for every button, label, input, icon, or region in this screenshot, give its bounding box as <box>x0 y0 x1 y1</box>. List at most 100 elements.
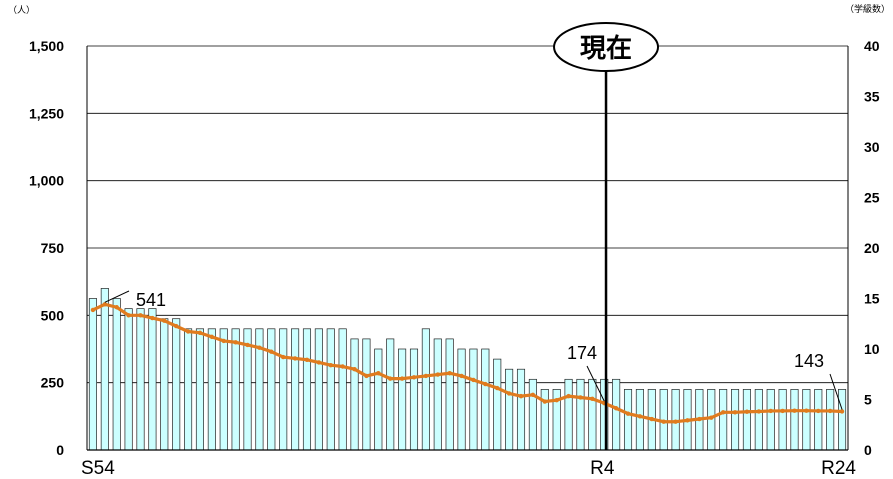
line-point <box>590 396 595 402</box>
bar <box>516 368 526 451</box>
bar <box>493 358 502 451</box>
line-point <box>173 323 179 329</box>
line-point <box>685 418 690 423</box>
bar <box>409 348 419 451</box>
annotation-label: 541 <box>136 290 166 310</box>
right-tick-label: 20 <box>864 240 880 256</box>
bar <box>148 308 157 451</box>
line-point <box>221 338 226 344</box>
bar <box>826 389 835 451</box>
bar <box>564 378 573 451</box>
line-point <box>90 307 96 313</box>
gridlines <box>87 45 848 384</box>
bar <box>814 389 823 451</box>
line-point <box>447 371 452 376</box>
line-point <box>744 409 750 414</box>
bar <box>172 318 181 451</box>
bar <box>291 328 300 451</box>
bar <box>88 298 97 451</box>
bar <box>338 328 347 451</box>
annotation-leader <box>829 373 843 410</box>
line-point <box>554 397 559 403</box>
line-point <box>530 392 536 397</box>
line-point <box>126 313 131 318</box>
line-point <box>423 373 429 379</box>
bar <box>481 348 490 451</box>
left-tick-label: 500 <box>41 307 65 323</box>
bar <box>838 389 847 451</box>
current-bubble <box>553 22 660 72</box>
annotations: 541 174 143 <box>104 290 843 410</box>
line-point <box>756 409 762 414</box>
bar <box>279 328 288 451</box>
bar <box>754 389 763 451</box>
line-point <box>673 419 678 424</box>
annotation-leader <box>586 365 605 402</box>
right-tick-label: 40 <box>864 38 880 54</box>
bar <box>505 368 514 451</box>
right-tick-label: 35 <box>864 89 880 105</box>
line-point <box>697 416 702 422</box>
right-axis-unit: （学級数） <box>845 3 890 15</box>
bar <box>386 338 395 451</box>
line-point <box>328 362 333 368</box>
bar <box>457 348 466 451</box>
left-tick-label: 1,500 <box>29 38 64 54</box>
right-tick-label: 25 <box>864 190 880 206</box>
right-tick-label: 15 <box>864 291 880 307</box>
line-point <box>162 318 167 323</box>
line-point <box>304 357 310 362</box>
bar <box>362 338 371 451</box>
bar <box>136 308 145 451</box>
line-point <box>292 356 298 361</box>
bar <box>219 328 228 451</box>
line-point <box>637 414 643 419</box>
line-point <box>792 408 797 413</box>
line-point <box>578 395 583 400</box>
bar <box>231 328 240 451</box>
line-point <box>804 408 809 413</box>
annotation-label: 174 <box>567 343 597 363</box>
line-point <box>661 419 666 424</box>
line-point <box>459 373 464 379</box>
line-point <box>209 334 215 340</box>
line-point <box>340 364 345 369</box>
line-point <box>649 416 655 422</box>
line-point <box>542 399 547 404</box>
x-tick-label: S54 <box>81 458 115 479</box>
left-tick-label: 750 <box>41 240 65 256</box>
bar <box>742 389 751 451</box>
line-point <box>399 376 405 381</box>
line-point <box>197 330 203 336</box>
line-point <box>138 313 143 318</box>
line-point <box>280 354 286 360</box>
x-tick-label: R4 <box>590 458 615 479</box>
line-point <box>435 372 440 377</box>
bar <box>195 328 204 451</box>
bar <box>124 308 133 451</box>
bar <box>398 348 407 451</box>
line-point <box>720 410 726 415</box>
annotation-label: 143 <box>794 351 824 371</box>
line-point <box>114 305 119 310</box>
line-point <box>269 349 274 354</box>
line-point <box>768 408 773 414</box>
current-marker: 現在 <box>553 22 660 450</box>
bar <box>802 389 811 451</box>
left-tick-label: 250 <box>41 375 65 391</box>
line-point <box>566 393 571 399</box>
line-point <box>780 408 785 414</box>
bar <box>766 389 775 451</box>
line-point <box>483 381 488 387</box>
line-point <box>506 391 512 396</box>
line-point <box>839 409 845 414</box>
bar-series <box>88 288 847 451</box>
line-point <box>233 340 238 345</box>
bar <box>160 318 169 451</box>
right-tick-label: 30 <box>864 139 880 155</box>
line-point <box>816 408 821 414</box>
line-point <box>411 375 417 380</box>
bar <box>612 378 621 451</box>
x-tick-label: R24 <box>821 458 856 479</box>
